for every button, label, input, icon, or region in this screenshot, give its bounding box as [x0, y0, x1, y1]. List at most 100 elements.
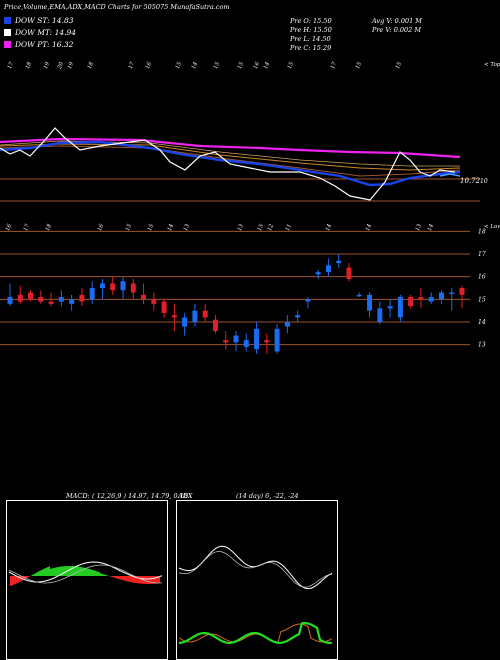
- macd-hist-bar: [60, 566, 61, 576]
- macd-hist-bar: [128, 576, 129, 582]
- macd-hist-bar: [156, 576, 157, 584]
- macd-hist-bar: [80, 566, 81, 576]
- macd-hist-bar: [35, 573, 36, 576]
- candle-body: [387, 306, 393, 309]
- bottom-digit-label: 13: [415, 223, 423, 232]
- bottom-digit-label: 13: [237, 223, 245, 232]
- macd-hist-bar: [65, 566, 66, 576]
- bottom-digit-label: 14: [167, 223, 175, 232]
- candle-body: [336, 260, 342, 264]
- macd-hist-bar: [147, 576, 148, 584]
- candle-body: [305, 299, 311, 302]
- legend-swatch-st: [4, 17, 11, 24]
- macd-hist-bar: [146, 576, 147, 584]
- macd-hist-bar: [98, 571, 99, 576]
- price-axis-label: 18: [478, 228, 486, 235]
- bottom-digit-label: 15: [125, 223, 133, 232]
- price-axis-label: 14: [478, 319, 486, 326]
- bottom-digit-label: 11: [285, 223, 293, 232]
- macd-hist-bar: [124, 576, 125, 581]
- macd-hist-bar: [129, 576, 130, 582]
- macd-hist-bar: [57, 567, 58, 576]
- macd-hist-bar: [51, 568, 52, 576]
- macd-hist-bar: [159, 576, 160, 584]
- top-digit-label: 20: [57, 61, 66, 71]
- macd-hist-bar: [138, 576, 139, 584]
- candle-body: [356, 294, 362, 297]
- candle-body: [397, 297, 403, 318]
- macd-hist-bar: [23, 576, 24, 580]
- ema-mid-line-1: [0, 143, 461, 171]
- macd-hist-bar: [112, 576, 113, 578]
- macd-hist-bar: [68, 566, 69, 576]
- macd-hist-bar: [149, 576, 150, 584]
- top-digit-label: 19: [67, 61, 75, 70]
- ema-value-label: 10.72: [460, 177, 481, 185]
- macd-hist-bar: [157, 576, 158, 584]
- top-digit-label: 17: [330, 61, 338, 70]
- macd-hist-bar: [115, 576, 116, 579]
- macd-hist-bar: [84, 567, 85, 576]
- candle-body: [325, 265, 331, 273]
- macd-hist-bar: [132, 576, 133, 583]
- macd-hist-bar: [61, 566, 62, 576]
- top-digit-label: 14: [263, 61, 271, 70]
- macd-hist-bar: [26, 576, 27, 579]
- macd-hist-bar: [75, 566, 76, 576]
- candle-body: [110, 283, 116, 291]
- macd-hist-bar: [63, 566, 64, 576]
- candle-body: [274, 328, 280, 352]
- macd-title: MACD:: [66, 492, 90, 500]
- macd-hist-bar: [93, 570, 94, 576]
- macd-hist-bar: [102, 573, 103, 576]
- top-digit-label: 15: [237, 61, 245, 70]
- macd-hist-bar: [121, 576, 122, 580]
- candle-body: [233, 335, 239, 343]
- macd-hist-bar: [111, 576, 112, 577]
- candle-body: [254, 328, 260, 350]
- candle-body: [264, 340, 270, 343]
- macd-hist-bar: [33, 574, 34, 576]
- macd-hist-bar: [11, 576, 12, 586]
- macd-hist-bar: [136, 576, 137, 584]
- macd-hist-bar: [96, 571, 97, 576]
- candle-body: [408, 297, 414, 307]
- macd-hist-bar: [154, 576, 155, 584]
- macd-hist-bar: [114, 576, 115, 578]
- macd-hist-bar: [69, 566, 70, 576]
- macd-hist-bar: [119, 576, 120, 580]
- macd-hist-bar: [25, 576, 26, 579]
- macd-hist-bar: [32, 574, 33, 576]
- candle-body: [438, 292, 444, 300]
- macd-hist-bar: [10, 576, 11, 587]
- macd-hist-bar: [100, 573, 101, 576]
- macd-hist-bar: [85, 567, 86, 576]
- candle-body: [192, 310, 198, 322]
- ema-long-line: [0, 137, 461, 159]
- macd-hist-bar: [130, 576, 131, 583]
- macd-hist-bar: [104, 574, 105, 576]
- macd-hist-bar: [103, 574, 104, 576]
- macd-hist-bar: [97, 571, 98, 576]
- macd-hist-bar: [31, 575, 32, 576]
- candle-body: [459, 288, 465, 295]
- macd-hist-bar: [37, 572, 38, 576]
- macd-hist-bar: [89, 568, 90, 576]
- macd-hist-bar: [99, 572, 100, 576]
- legend-label-st: DOW ST: 14.83: [15, 16, 74, 25]
- macd-hist-bar: [81, 567, 82, 576]
- macd-hist-bar: [144, 576, 145, 584]
- candle-body: [212, 319, 218, 332]
- candle-body: [243, 340, 249, 347]
- candle-body: [130, 283, 136, 293]
- macd-hist-bar: [48, 566, 49, 576]
- macd-hist-bar: [77, 566, 78, 576]
- legend-label-pt: DOW PT: 16.32: [15, 40, 74, 49]
- chart-title: Price,Volume,EMA,ADX,MACD Charts for 505…: [4, 3, 230, 11]
- top-digit-label: 16: [145, 61, 153, 70]
- legend-swatch-pt: [4, 41, 11, 48]
- candle-body: [151, 299, 157, 304]
- macd-hist-bar: [152, 576, 153, 584]
- macd-hist-bar: [158, 576, 159, 584]
- macd-hist-bar: [59, 566, 60, 576]
